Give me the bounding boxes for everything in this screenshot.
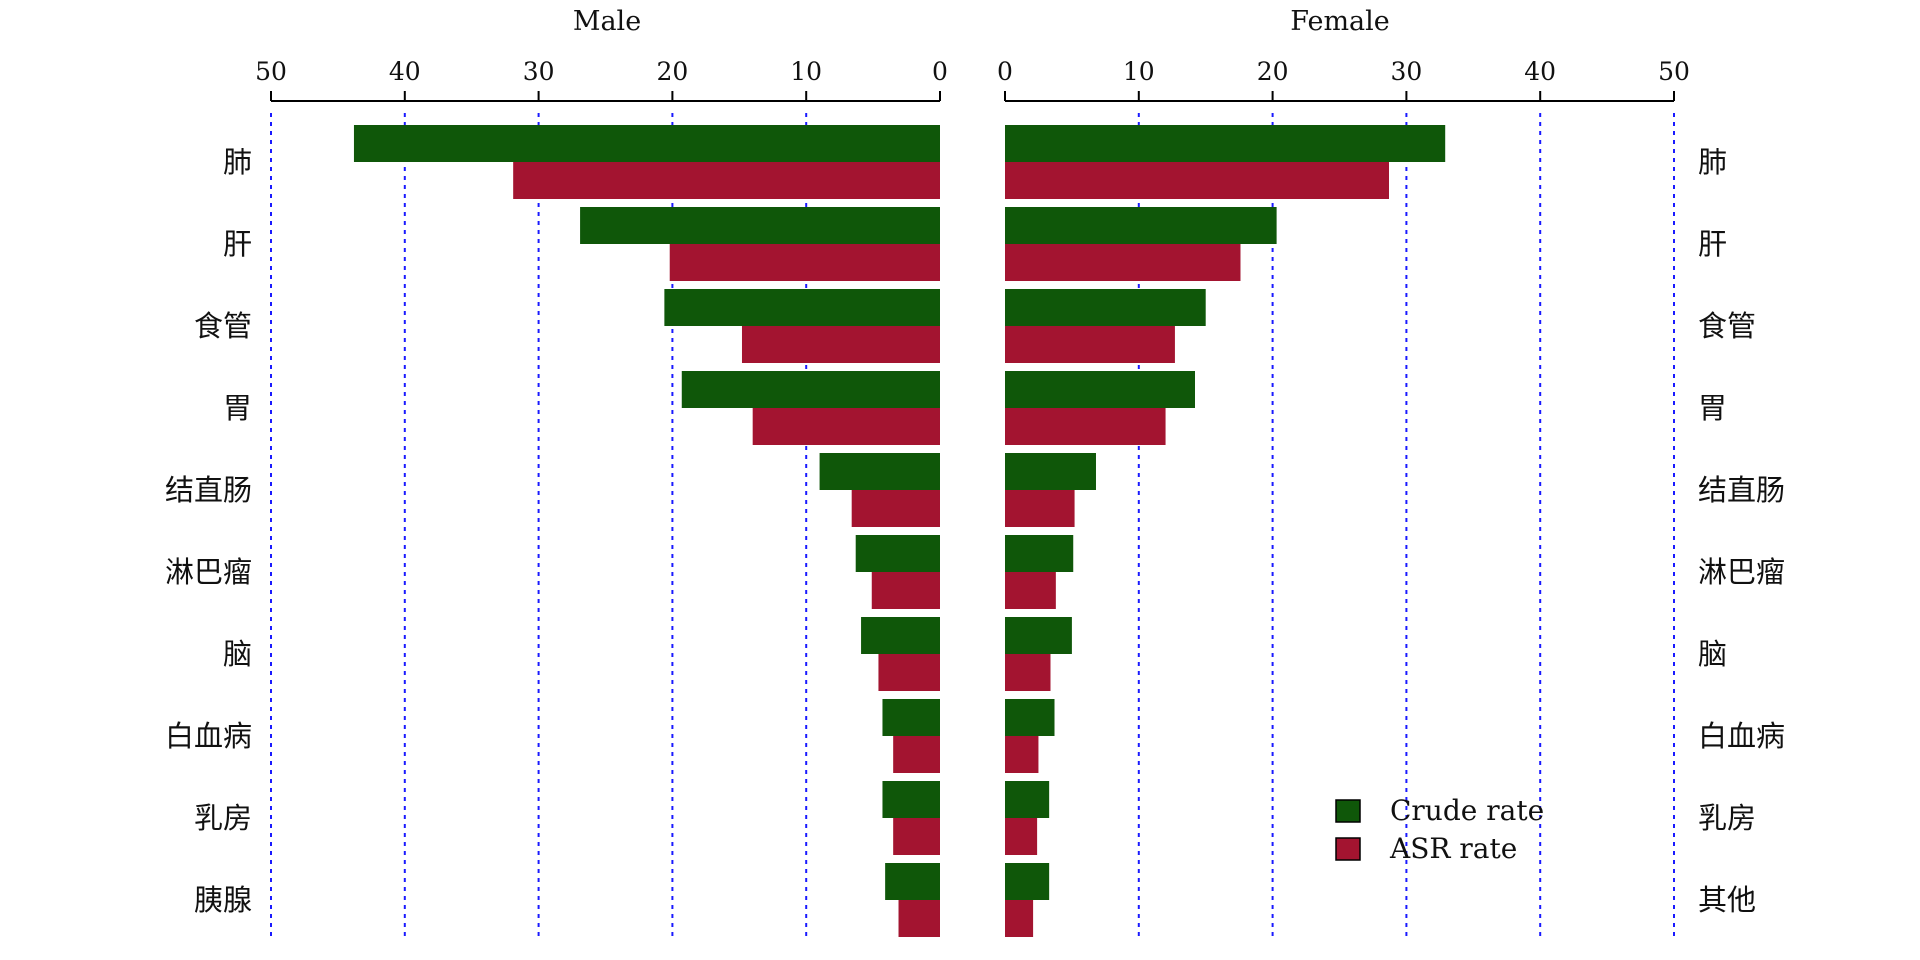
male-bar-asr bbox=[898, 900, 940, 937]
female-category-label: 肝 bbox=[1698, 227, 1727, 261]
female-bar-crude bbox=[1005, 781, 1050, 818]
male-category-label: 胃 bbox=[223, 391, 252, 425]
male-bar-crude bbox=[861, 617, 940, 654]
female-bar-crude bbox=[1005, 207, 1277, 244]
female-tick-label: 10 bbox=[1123, 57, 1155, 86]
female-tick-label: 0 bbox=[997, 57, 1013, 86]
male-bar-crude bbox=[681, 371, 940, 408]
male-tick-label: 40 bbox=[389, 57, 421, 86]
male-tick-label: 0 bbox=[932, 57, 948, 86]
male-bar-crude bbox=[882, 699, 940, 736]
female-tick-label: 40 bbox=[1524, 57, 1556, 86]
female-bar-asr bbox=[1005, 572, 1056, 609]
male-bar-asr bbox=[513, 162, 940, 199]
female-bar-asr bbox=[1005, 654, 1051, 691]
male-category-label: 胰腺 bbox=[194, 883, 252, 917]
male-category-label: 淋巴瘤 bbox=[165, 555, 252, 589]
male-bar-crude bbox=[819, 453, 940, 490]
female-category-label: 其他 bbox=[1698, 883, 1756, 917]
legend-swatch-asr bbox=[1335, 837, 1361, 861]
female-category-label: 食管 bbox=[1698, 309, 1756, 343]
male-category-label: 结直肠 bbox=[165, 473, 252, 507]
male-bar-asr bbox=[893, 818, 940, 855]
female-bar-asr bbox=[1005, 408, 1166, 445]
legend-label-crude: Crude rate bbox=[1390, 794, 1544, 827]
female-category-label: 脑 bbox=[1698, 637, 1727, 671]
male-bar-asr bbox=[871, 572, 940, 609]
female-category-label: 肺 bbox=[1698, 145, 1727, 179]
male-bar-asr bbox=[741, 326, 940, 363]
female-bar-crude bbox=[1005, 699, 1055, 736]
legend: Crude rate ASR rate bbox=[1335, 794, 1544, 865]
female-bar-crude bbox=[1005, 125, 1446, 162]
male-bar-asr bbox=[669, 244, 940, 281]
female-bar-asr bbox=[1005, 162, 1390, 199]
female-category-label: 结直肠 bbox=[1698, 473, 1785, 507]
female-tick-label: 20 bbox=[1257, 57, 1289, 86]
female-category-label: 乳房 bbox=[1698, 801, 1756, 835]
male-tick-label: 30 bbox=[523, 57, 555, 86]
female-bar-crude bbox=[1005, 371, 1195, 408]
male-category-label: 乳房 bbox=[194, 801, 252, 835]
female-category-label: 胃 bbox=[1698, 391, 1727, 425]
male-bar-crude bbox=[885, 863, 940, 900]
male-category-label: 肺 bbox=[223, 145, 252, 179]
female-tick-label: 50 bbox=[1658, 57, 1690, 86]
male-bar-crude bbox=[882, 781, 940, 818]
female-bar-crude bbox=[1005, 863, 1050, 900]
male-bar-asr bbox=[851, 490, 940, 527]
female-panel-title: Female bbox=[1290, 6, 1390, 37]
female-bar-asr bbox=[1005, 244, 1241, 281]
male-bar-crude bbox=[664, 289, 940, 326]
male-bar-asr bbox=[878, 654, 940, 691]
female-bar-crude bbox=[1005, 453, 1096, 490]
male-panel-title: Male bbox=[573, 6, 641, 37]
male-tick-label: 20 bbox=[656, 57, 688, 86]
female-bar-crude bbox=[1005, 535, 1074, 572]
male-bar-crude bbox=[353, 125, 940, 162]
male-bar-crude bbox=[855, 535, 940, 572]
female-bar-asr bbox=[1005, 736, 1039, 773]
male-tick-label: 50 bbox=[255, 57, 287, 86]
female-bar-crude bbox=[1005, 289, 1206, 326]
female-bar-asr bbox=[1005, 326, 1175, 363]
male-tick-label: 10 bbox=[790, 57, 822, 86]
male-category-label: 脑 bbox=[223, 637, 252, 671]
female-bar-asr bbox=[1005, 490, 1075, 527]
axis-layer bbox=[270, 91, 1675, 102]
male-category-label: 肝 bbox=[223, 227, 252, 261]
male-bar-asr bbox=[893, 736, 940, 773]
male-bar-crude bbox=[580, 207, 940, 244]
male-category-label: 白血病 bbox=[165, 719, 252, 753]
female-bar-asr bbox=[1005, 900, 1034, 937]
female-category-label: 白血病 bbox=[1698, 719, 1785, 753]
female-category-label: 淋巴瘤 bbox=[1698, 555, 1785, 589]
legend-swatch-crude bbox=[1335, 799, 1361, 823]
male-bar-asr bbox=[752, 408, 940, 445]
legend-label-asr: ASR rate bbox=[1389, 832, 1517, 865]
male-category-label: 食管 bbox=[194, 309, 252, 343]
female-tick-label: 30 bbox=[1390, 57, 1422, 86]
bar-layer bbox=[353, 125, 1446, 937]
female-bar-crude bbox=[1005, 617, 1072, 654]
female-bar-asr bbox=[1005, 818, 1038, 855]
